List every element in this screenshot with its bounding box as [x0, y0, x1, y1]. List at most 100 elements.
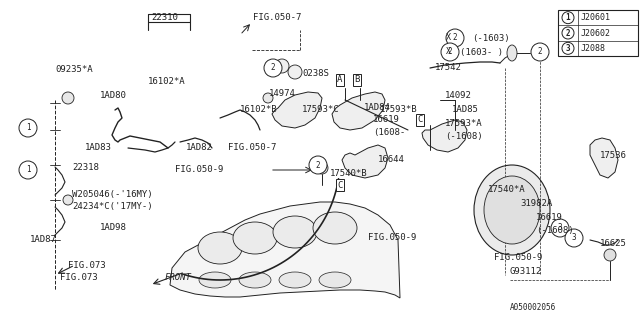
Text: X: X	[445, 47, 451, 57]
Text: 22310: 22310	[152, 13, 179, 22]
Text: 2: 2	[448, 47, 452, 57]
Bar	[558, 10, 638, 56]
Text: 17593*C: 17593*C	[302, 106, 340, 115]
Text: FRONT: FRONT	[165, 274, 192, 283]
Ellipse shape	[199, 272, 231, 288]
Polygon shape	[342, 145, 388, 178]
Text: 2: 2	[271, 63, 275, 73]
Text: (1603- ): (1603- )	[460, 47, 503, 57]
Circle shape	[264, 59, 282, 77]
Text: 16625: 16625	[600, 238, 627, 247]
Ellipse shape	[239, 272, 271, 288]
Circle shape	[446, 29, 464, 47]
Text: 31982A: 31982A	[520, 199, 552, 209]
Text: 17536: 17536	[600, 150, 627, 159]
Text: C: C	[417, 116, 422, 124]
Text: 1: 1	[566, 13, 570, 22]
Text: 3: 3	[572, 234, 576, 243]
Ellipse shape	[604, 249, 616, 261]
Text: 1AD82: 1AD82	[186, 143, 213, 153]
Text: FIG.073: FIG.073	[60, 274, 98, 283]
Text: J2088: J2088	[581, 44, 606, 53]
Circle shape	[309, 156, 327, 174]
Text: 14974: 14974	[269, 89, 296, 98]
Text: (-1603): (-1603)	[472, 34, 509, 43]
Text: 2: 2	[452, 34, 458, 43]
Polygon shape	[590, 138, 618, 178]
Text: FIG.050-7: FIG.050-7	[253, 13, 301, 22]
Text: FIG.073: FIG.073	[68, 260, 106, 269]
Text: 1AD80: 1AD80	[100, 91, 127, 100]
Text: G93112: G93112	[510, 268, 542, 276]
Text: 16619: 16619	[536, 213, 563, 222]
Text: FIG.050-9: FIG.050-9	[494, 253, 542, 262]
Text: 16619: 16619	[373, 116, 400, 124]
Text: FIG.050-9: FIG.050-9	[175, 165, 223, 174]
Ellipse shape	[316, 162, 328, 174]
Circle shape	[531, 43, 549, 61]
Text: 1AD98: 1AD98	[100, 223, 127, 233]
Text: 3: 3	[566, 44, 570, 53]
Ellipse shape	[288, 65, 302, 79]
Circle shape	[565, 229, 583, 247]
Text: 1AD84: 1AD84	[364, 102, 391, 111]
Text: 2: 2	[538, 47, 542, 57]
Text: 3: 3	[557, 223, 563, 233]
Text: (1608-: (1608-	[373, 127, 405, 137]
Text: 17593*A: 17593*A	[445, 119, 483, 129]
Polygon shape	[272, 92, 322, 128]
Text: FIG.050-7: FIG.050-7	[228, 143, 276, 153]
Ellipse shape	[198, 232, 242, 264]
Text: 16102*A: 16102*A	[148, 77, 186, 86]
Ellipse shape	[233, 222, 277, 254]
Text: 17540*A: 17540*A	[488, 186, 525, 195]
Circle shape	[562, 12, 574, 24]
Circle shape	[19, 161, 37, 179]
Text: (-1608): (-1608)	[445, 132, 483, 140]
Circle shape	[562, 27, 574, 39]
Text: B: B	[355, 76, 360, 84]
Ellipse shape	[273, 216, 317, 248]
Circle shape	[551, 219, 569, 237]
Ellipse shape	[484, 176, 540, 244]
Text: 09235*A: 09235*A	[55, 66, 93, 75]
Text: J20602: J20602	[581, 28, 611, 37]
Text: X: X	[445, 34, 451, 43]
Ellipse shape	[275, 59, 289, 73]
Text: (-1608): (-1608)	[536, 226, 573, 235]
Text: 22318: 22318	[72, 164, 99, 172]
Text: 17542: 17542	[435, 62, 462, 71]
Polygon shape	[332, 92, 385, 130]
Text: 24234*C('17MY-): 24234*C('17MY-)	[72, 203, 152, 212]
Ellipse shape	[62, 92, 74, 104]
Text: 16644: 16644	[378, 156, 405, 164]
Text: 2: 2	[316, 161, 320, 170]
Circle shape	[441, 43, 459, 61]
Ellipse shape	[474, 165, 550, 255]
Text: 1: 1	[26, 124, 30, 132]
Text: W205046(-'16MY): W205046(-'16MY)	[72, 190, 152, 199]
Ellipse shape	[319, 272, 351, 288]
Text: 17540*B: 17540*B	[330, 169, 367, 178]
Text: 1: 1	[26, 165, 30, 174]
Text: 16102*B: 16102*B	[240, 106, 278, 115]
Polygon shape	[170, 202, 400, 298]
Text: A050002056: A050002056	[510, 303, 556, 313]
Ellipse shape	[313, 212, 357, 244]
Text: J20601: J20601	[581, 13, 611, 22]
Circle shape	[19, 119, 37, 137]
Text: FIG.050-9: FIG.050-9	[368, 233, 417, 242]
Ellipse shape	[263, 93, 273, 103]
Text: 14092: 14092	[445, 92, 472, 100]
Text: C: C	[337, 180, 342, 189]
Text: 17593*B: 17593*B	[380, 106, 418, 115]
Circle shape	[562, 42, 574, 54]
Text: 2: 2	[566, 28, 570, 37]
Text: 1AD85: 1AD85	[452, 106, 479, 115]
Ellipse shape	[63, 195, 73, 205]
Text: 0238S: 0238S	[302, 68, 329, 77]
Text: 1AD83: 1AD83	[85, 142, 112, 151]
Text: 1AD87: 1AD87	[30, 236, 57, 244]
Ellipse shape	[279, 272, 311, 288]
Polygon shape	[422, 120, 467, 152]
